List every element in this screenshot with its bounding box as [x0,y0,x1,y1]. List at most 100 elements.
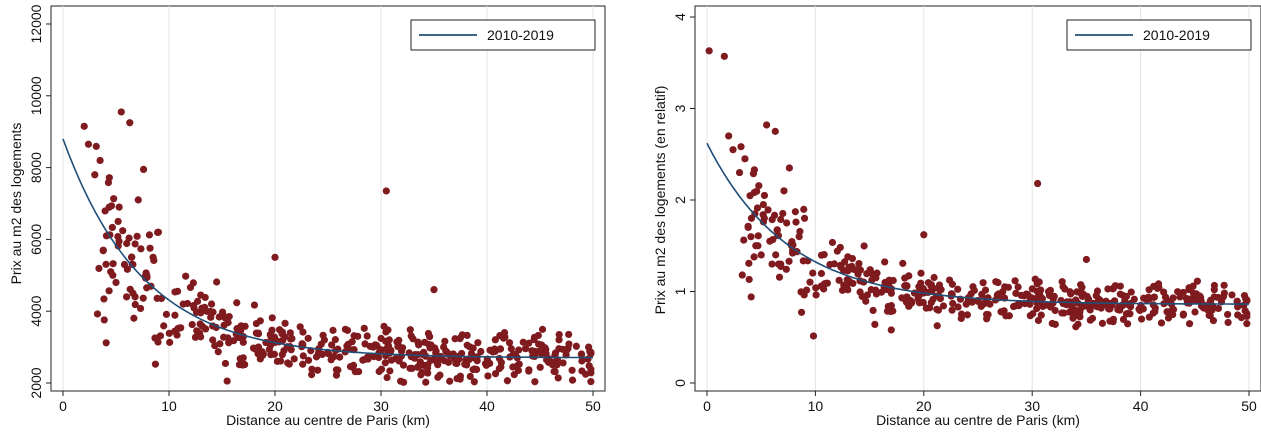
data-point [127,253,136,261]
data-point [587,378,595,386]
data-point [820,280,828,288]
data-point [189,279,197,287]
data-point [171,311,179,319]
y-tick-label: 0 [672,379,688,387]
data-point [1214,293,1222,302]
data-point [1122,310,1130,318]
data-point [96,156,104,165]
data-point [525,339,533,347]
plot-frame [50,5,606,392]
data-point [741,155,749,163]
data-point [555,331,563,339]
data-point [754,232,762,240]
data-point [220,321,228,329]
data-point [1079,302,1087,311]
data-point [395,354,404,362]
data-point [871,320,879,329]
data-point [386,349,394,357]
data-point [775,273,784,281]
data-point [774,231,783,240]
data-point [1051,320,1059,328]
data-point [112,278,120,287]
data-point [466,372,474,381]
data-point [1127,288,1135,296]
x-axis-title: Distance au centre de Paris (km) [226,412,430,428]
x-tick-label: 10 [161,398,177,414]
data-point [809,332,818,340]
data-point [433,359,441,367]
data-point [1072,323,1080,331]
data-point [565,340,573,348]
data-point [451,335,459,343]
data-point [577,350,586,358]
data-point [179,300,187,308]
data-point [817,251,826,259]
data-point [336,353,344,361]
data-point [84,140,93,148]
data-point [1224,310,1232,319]
data-point [983,315,991,323]
data-point [933,305,941,313]
data-point [198,304,206,312]
data-point [809,269,817,277]
data-point [318,350,326,358]
data-point [1210,286,1218,294]
data-point [406,326,414,334]
data-point [236,355,244,363]
data-point [1189,282,1197,290]
data-point [1058,309,1066,317]
data-point [720,52,728,60]
data-point [354,332,362,340]
data-point [1119,315,1128,324]
data-point [427,356,435,364]
data-point [188,320,196,329]
data-point [530,352,539,361]
data-point [331,336,339,344]
data-point [346,362,355,371]
data-point [747,233,755,241]
data-point [908,298,916,306]
data-point [752,242,760,250]
data-point [837,263,845,271]
x-tick-label: 0 [59,398,67,414]
data-point [131,300,139,309]
data-point [166,338,174,346]
data-point [858,292,866,301]
data-point [117,108,125,116]
data-point [1098,319,1107,327]
data-point [491,336,499,344]
data-point [482,361,490,369]
data-point [937,286,945,294]
data-point [1220,281,1228,289]
data-point [1065,308,1074,316]
data-point [785,257,793,265]
data-point [881,258,889,266]
data-point [572,342,580,350]
data-point [1149,301,1157,309]
y-tick-label: 10000 [28,76,44,115]
data-point [214,348,222,356]
x-tick-label: 50 [1241,398,1257,414]
data-point [835,276,843,284]
data-point [162,310,171,318]
data-point [484,372,492,380]
data-point [844,253,852,261]
data-point [333,366,341,374]
data-point [1012,289,1020,297]
data-point [1034,179,1042,188]
data-point [299,352,307,360]
data-point [278,330,286,338]
data-point [290,355,298,363]
data-point [1192,297,1200,305]
data-point [239,338,247,346]
data-point [755,182,763,190]
data-point [99,246,107,254]
data-point [363,332,371,340]
data-point [101,207,109,215]
data-point [534,331,542,340]
data-point [137,245,145,253]
data-point [298,340,306,348]
data-point [1029,310,1037,318]
data-point [233,299,241,307]
data-point [777,215,785,224]
